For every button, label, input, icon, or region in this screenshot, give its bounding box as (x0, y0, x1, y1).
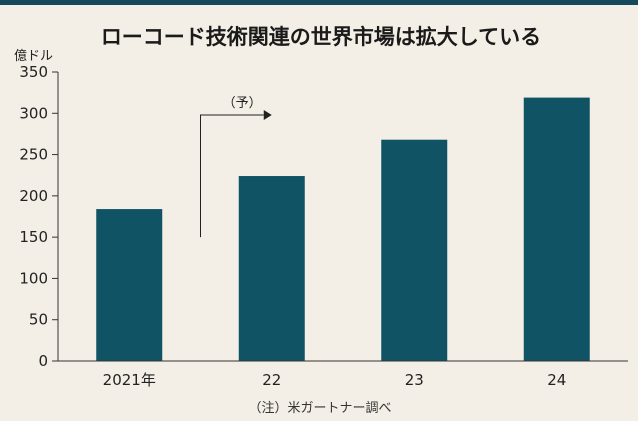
y-tick-label: 100 (19, 269, 48, 287)
bar-1 (238, 176, 305, 361)
forecast-arrow-head (263, 110, 272, 120)
forecast-marker: （予） (200, 96, 272, 238)
y-tick-label: 350 (19, 63, 48, 81)
forecast-label: （予） (223, 96, 262, 111)
bar-2 (381, 139, 448, 361)
x-category-label: 2021年 (103, 371, 156, 389)
y-tick-label: 50 (29, 311, 48, 329)
y-tick-label: 0 (38, 352, 48, 370)
x-category-label: 22 (262, 371, 281, 389)
forecast-arrow-line (200, 114, 264, 238)
x-axis-labels: 2021年 22 23 24 (103, 371, 567, 389)
source-note: （注）米ガートナー調べ (248, 401, 391, 416)
y-tick-label: 250 (19, 146, 48, 164)
bar-3 (523, 97, 590, 362)
bars (96, 97, 590, 362)
y-axis-unit-label: 億ドル (14, 48, 53, 64)
x-category-label: 23 (405, 371, 424, 389)
y-axis-ticks: 0 50 100 150 200 250 300 350 (19, 63, 58, 370)
chart-title: ローコード技術関連の世界市場は拡大している (101, 25, 541, 49)
y-tick-label: 200 (19, 187, 48, 205)
top-accent-bar (0, 0, 638, 5)
y-tick-label: 150 (19, 228, 48, 246)
bar-0 (96, 209, 163, 361)
y-tick-label: 300 (19, 104, 48, 122)
x-category-label: 24 (547, 371, 566, 389)
